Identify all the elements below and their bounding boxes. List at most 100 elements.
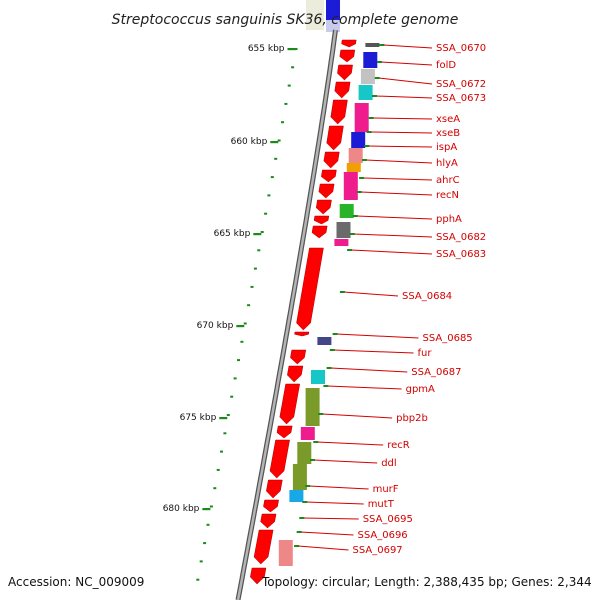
gene-label: SSA_0697 xyxy=(353,545,403,556)
genome-backbone xyxy=(235,29,338,600)
leader-line xyxy=(343,291,399,297)
scale-dot xyxy=(264,212,268,215)
backbone-line-light xyxy=(236,29,337,600)
gene-label: ahrC xyxy=(436,175,460,186)
gene-tick xyxy=(339,291,345,293)
leader-line xyxy=(306,501,364,505)
gene-arrow xyxy=(339,49,356,63)
gene-label: pphA xyxy=(436,214,462,225)
gene-arrow xyxy=(313,215,330,225)
scale-dot xyxy=(253,267,257,270)
gene-tick xyxy=(310,459,315,461)
gene-label: SSA_0673 xyxy=(436,93,486,104)
gene-label: pbp2b xyxy=(396,413,428,424)
scale-dot xyxy=(203,542,207,545)
gene-box xyxy=(311,370,325,384)
gene-tick xyxy=(347,249,353,251)
gene-box xyxy=(365,43,380,47)
leader-line xyxy=(381,61,433,66)
leader-line xyxy=(309,485,369,490)
gene-label: SSA_0670 xyxy=(436,43,486,54)
scale-label: 680 kbp xyxy=(163,504,200,514)
leader-line xyxy=(368,145,433,148)
scale-dot xyxy=(250,285,254,288)
gene-arrow xyxy=(276,425,293,439)
gene-box xyxy=(346,163,361,172)
scale-dot xyxy=(267,194,271,197)
leader-line xyxy=(365,159,433,164)
gene-arrow xyxy=(253,529,274,565)
gene-label: murF xyxy=(373,484,399,495)
gene-arrow xyxy=(296,247,324,331)
leader-line xyxy=(336,333,419,339)
gene-tick xyxy=(329,349,335,351)
scale-major-tick xyxy=(253,233,262,236)
gene-arrow xyxy=(315,199,332,215)
gene-box xyxy=(297,442,312,464)
leader-line xyxy=(327,385,402,390)
gene-arrow xyxy=(266,479,283,499)
gene-tick xyxy=(302,501,308,503)
gene-box xyxy=(317,337,332,345)
gene-arrow xyxy=(334,81,351,99)
gene-label: hlyA xyxy=(436,158,458,169)
gene-label: SSA_0687 xyxy=(411,367,461,378)
genome-title: Streptococcus sanguinis SK36, complete g… xyxy=(112,12,459,28)
gene-box xyxy=(339,204,354,218)
leader-line xyxy=(353,233,433,238)
scale-dot xyxy=(294,48,298,50)
scale-dot xyxy=(281,121,284,124)
scale-label: 665 kbp xyxy=(214,229,251,239)
leader-line xyxy=(322,413,393,419)
gene-label: mutT xyxy=(368,499,395,510)
gene-label: SSA_0682 xyxy=(436,232,486,243)
scale-label: 660 kbp xyxy=(231,137,268,147)
gene-label: fur xyxy=(418,348,433,359)
gene-box xyxy=(300,427,315,440)
scale-dot xyxy=(216,468,220,471)
gene-labels: SSA_0670 folD SSA_0672 SSA_0673 xseA xseB ispA… xyxy=(353,43,487,556)
gene-box xyxy=(336,222,351,238)
scale-major-tick xyxy=(270,141,279,144)
leader-line xyxy=(313,459,378,464)
gene-tick xyxy=(318,413,324,415)
scale-dot xyxy=(220,450,223,453)
scale-label: 655 kbp xyxy=(248,44,285,54)
topology-text: Topology: circular; Length: 2,388,435 bp… xyxy=(261,575,592,589)
accession-text: Accession: NC_009009 xyxy=(8,575,144,589)
gene-arrow xyxy=(337,64,353,81)
scale-dot xyxy=(287,84,291,87)
gene-tick xyxy=(294,545,300,547)
scale-dot xyxy=(223,432,227,435)
gene-arrow xyxy=(269,439,290,479)
gene-box-top-fade xyxy=(326,20,340,32)
gene-arrow xyxy=(323,151,340,169)
leader-line xyxy=(300,531,354,536)
gene-arrow xyxy=(341,39,357,48)
gene-box xyxy=(363,52,378,68)
gene-box xyxy=(358,85,373,100)
leader-line xyxy=(375,95,433,99)
backbone-line-dark xyxy=(235,29,338,600)
gene-arrow xyxy=(260,513,277,529)
leader-line xyxy=(356,215,433,220)
gene-label: SSA_0684 xyxy=(402,291,452,302)
gene-label: xseA xyxy=(436,114,460,125)
gene-label: SSA_0683 xyxy=(436,249,486,260)
gene-tick xyxy=(326,367,332,369)
gene-box xyxy=(360,69,375,84)
gene-tick xyxy=(379,44,385,46)
gene-label: SSA_0672 xyxy=(436,79,486,90)
gene-boxes xyxy=(278,43,380,566)
scale-major-tick xyxy=(287,48,296,51)
gene-label: gpmA xyxy=(406,384,435,395)
gene-tick xyxy=(299,517,305,519)
leader-line xyxy=(383,44,433,49)
gene-arrow xyxy=(287,365,304,383)
gene-tick xyxy=(366,131,372,133)
scale-dot xyxy=(247,304,251,307)
scale-major-tick xyxy=(219,417,228,420)
scale-dot xyxy=(277,139,281,142)
gene-box xyxy=(343,172,358,200)
gene-label: ddl xyxy=(381,458,396,469)
